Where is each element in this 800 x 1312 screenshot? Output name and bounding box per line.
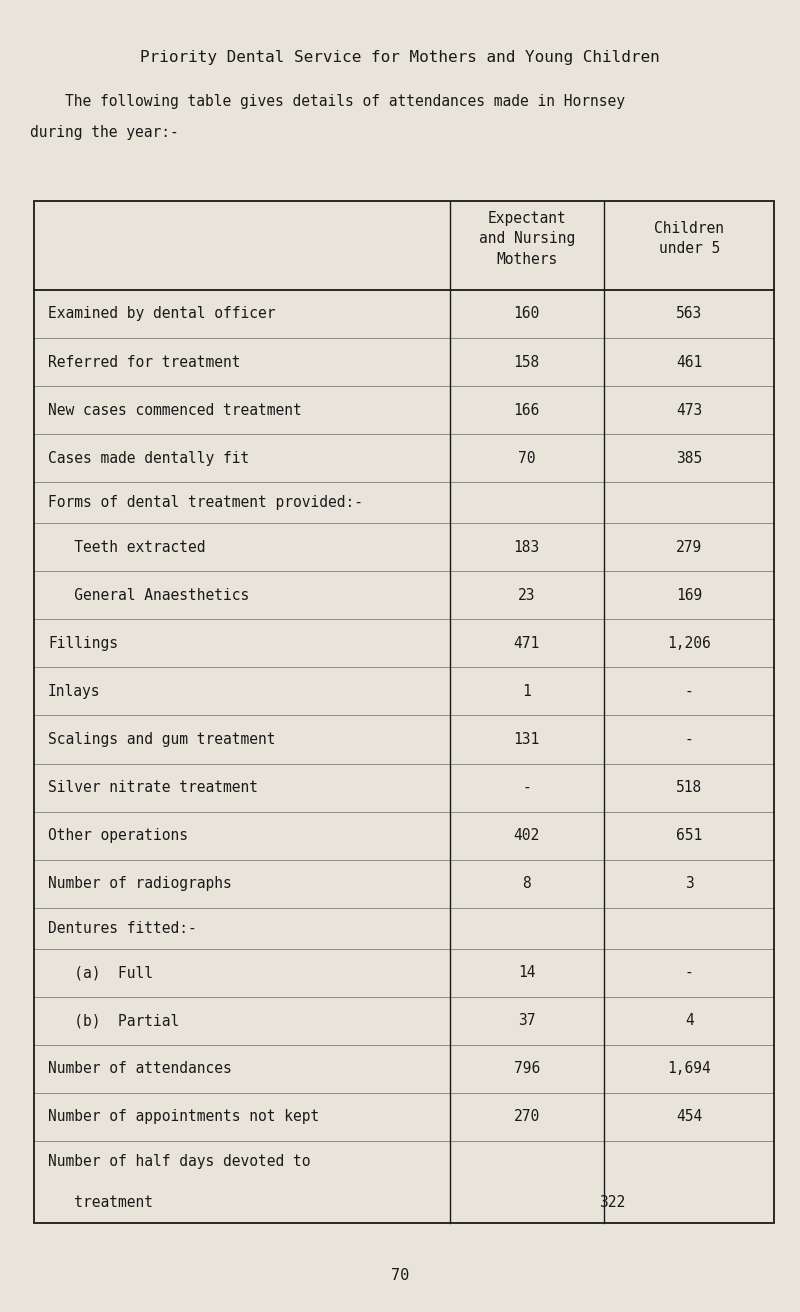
Text: (b)  Partial: (b) Partial bbox=[48, 1013, 179, 1029]
Text: 461: 461 bbox=[676, 354, 702, 370]
Text: 279: 279 bbox=[676, 539, 702, 555]
Text: 70: 70 bbox=[518, 451, 535, 466]
Text: 131: 131 bbox=[514, 732, 540, 747]
Text: 471: 471 bbox=[514, 636, 540, 651]
Text: 37: 37 bbox=[518, 1013, 535, 1029]
Text: 183: 183 bbox=[514, 539, 540, 555]
Text: 454: 454 bbox=[676, 1110, 702, 1124]
Text: 4: 4 bbox=[685, 1013, 694, 1029]
Text: Other operations: Other operations bbox=[48, 828, 188, 844]
Text: General Anaesthetics: General Anaesthetics bbox=[48, 588, 250, 602]
Text: Expectant
and Nursing
Mothers: Expectant and Nursing Mothers bbox=[478, 211, 575, 266]
Text: Examined by dental officer: Examined by dental officer bbox=[48, 307, 275, 321]
Text: Forms of dental treatment provided:-: Forms of dental treatment provided:- bbox=[48, 495, 363, 510]
Text: Inlays: Inlays bbox=[48, 684, 101, 699]
Text: The following table gives details of attendances made in Hornsey: The following table gives details of att… bbox=[30, 94, 626, 109]
Text: Priority Dental Service for Mothers and Young Children: Priority Dental Service for Mothers and … bbox=[140, 50, 660, 64]
Text: 518: 518 bbox=[676, 781, 702, 795]
Text: 169: 169 bbox=[676, 588, 702, 602]
Text: 473: 473 bbox=[676, 403, 702, 417]
Text: -: - bbox=[685, 966, 694, 980]
Text: 23: 23 bbox=[518, 588, 535, 602]
Text: 1,206: 1,206 bbox=[667, 636, 711, 651]
Text: 166: 166 bbox=[514, 403, 540, 417]
Text: New cases commenced treatment: New cases commenced treatment bbox=[48, 403, 302, 417]
Text: 3: 3 bbox=[685, 876, 694, 891]
Text: 402: 402 bbox=[514, 828, 540, 844]
Text: 8: 8 bbox=[522, 876, 531, 891]
Text: 14: 14 bbox=[518, 966, 535, 980]
Text: Cases made dentally fit: Cases made dentally fit bbox=[48, 451, 250, 466]
Text: -: - bbox=[522, 781, 531, 795]
Text: -: - bbox=[685, 684, 694, 699]
Text: Number of radiographs: Number of radiographs bbox=[48, 876, 232, 891]
Text: 1,694: 1,694 bbox=[667, 1061, 711, 1076]
Text: during the year:-: during the year:- bbox=[30, 125, 179, 139]
Text: Number of appointments not kept: Number of appointments not kept bbox=[48, 1110, 319, 1124]
Text: 322: 322 bbox=[599, 1195, 625, 1210]
Text: (a)  Full: (a) Full bbox=[48, 966, 153, 980]
Text: -: - bbox=[685, 732, 694, 747]
Text: 796: 796 bbox=[514, 1061, 540, 1076]
Text: 160: 160 bbox=[514, 307, 540, 321]
Text: Scalings and gum treatment: Scalings and gum treatment bbox=[48, 732, 275, 747]
Text: Referred for treatment: Referred for treatment bbox=[48, 354, 241, 370]
Text: Children
under 5: Children under 5 bbox=[654, 222, 724, 256]
Text: Fillings: Fillings bbox=[48, 636, 118, 651]
Text: treatment: treatment bbox=[48, 1195, 153, 1210]
Text: Number of half days devoted to: Number of half days devoted to bbox=[48, 1155, 310, 1169]
Text: 651: 651 bbox=[676, 828, 702, 844]
Text: 158: 158 bbox=[514, 354, 540, 370]
Text: Teeth extracted: Teeth extracted bbox=[48, 539, 206, 555]
Text: 385: 385 bbox=[676, 451, 702, 466]
Text: Dentures fitted:-: Dentures fitted:- bbox=[48, 921, 197, 935]
Text: Silver nitrate treatment: Silver nitrate treatment bbox=[48, 781, 258, 795]
Text: 563: 563 bbox=[676, 307, 702, 321]
Text: Number of attendances: Number of attendances bbox=[48, 1061, 232, 1076]
Text: 70: 70 bbox=[391, 1267, 409, 1283]
Text: 270: 270 bbox=[514, 1110, 540, 1124]
Text: 1: 1 bbox=[522, 684, 531, 699]
